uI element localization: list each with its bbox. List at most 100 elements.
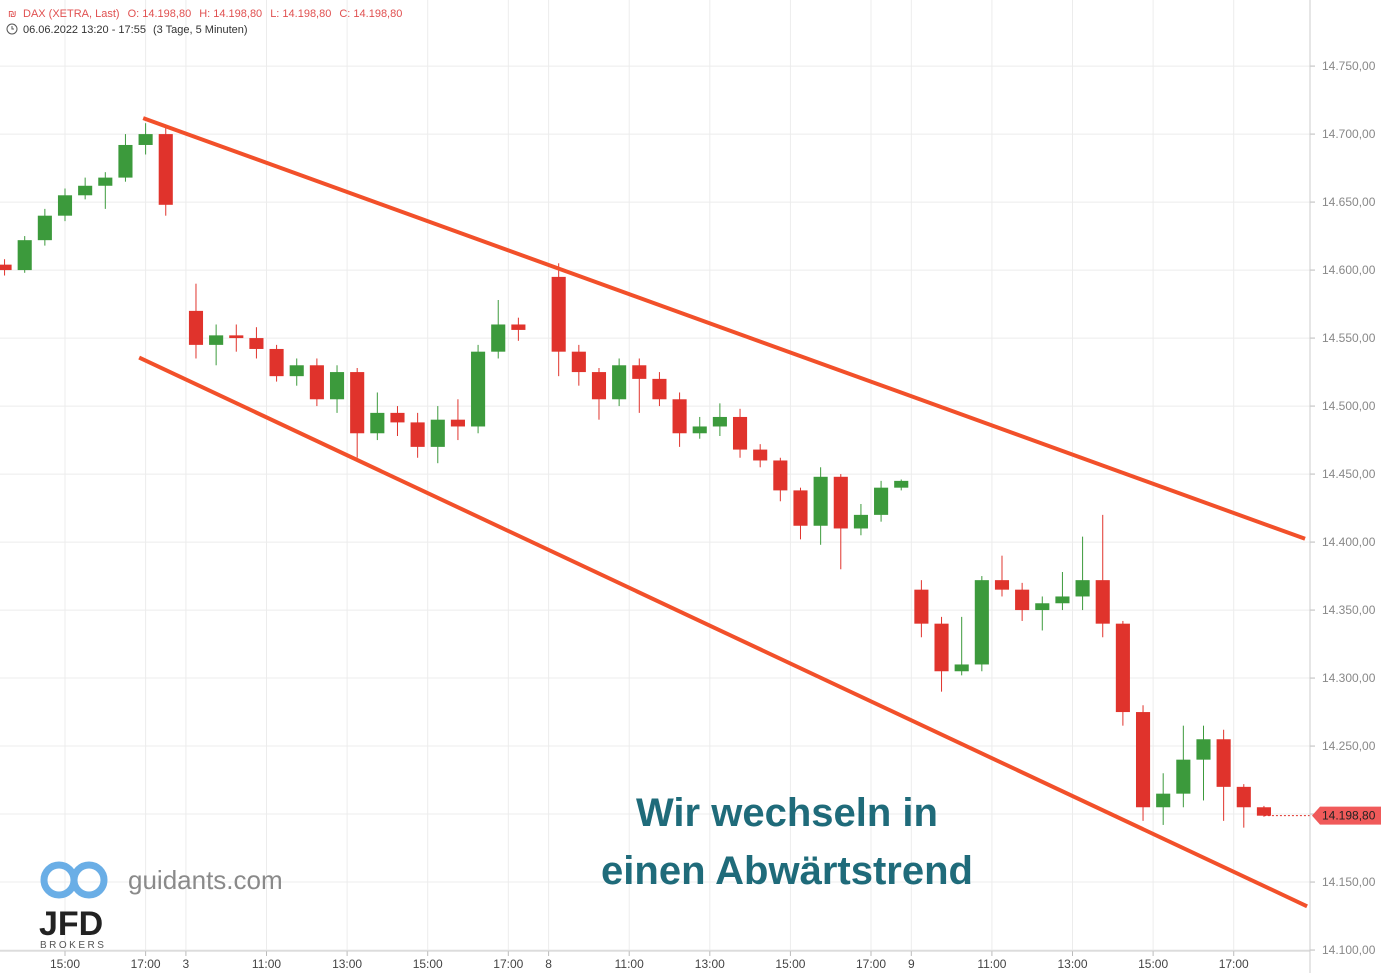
logo-ring [40, 861, 78, 899]
header-item: L: 14.198,80 [270, 8, 331, 20]
candle-body [430, 419, 445, 447]
range: (3 Tage, 5 Minuten) [153, 24, 248, 36]
x-tick-label: 15:00 [50, 957, 80, 971]
candle-body [632, 365, 647, 379]
candle-body [1055, 596, 1070, 604]
x-tick-label: 15:00 [413, 957, 443, 971]
candle-body [289, 365, 304, 377]
candle-body [1135, 712, 1151, 808]
last-price-tag [1312, 806, 1381, 825]
candle-body [450, 419, 465, 427]
annotation: Wir wechseln in einen Abwärtstrend [601, 791, 973, 893]
candle-body [914, 589, 929, 624]
candle-body [773, 460, 788, 491]
annotation-line: Wir wechseln in [636, 791, 938, 835]
candle-body [853, 514, 868, 529]
overlay: 14.198,80 [138, 116, 1381, 909]
candle-body [309, 365, 324, 400]
candle-body [994, 580, 1010, 590]
trendline [142, 116, 1306, 541]
x-tick-label: 17:00 [493, 957, 523, 971]
x-tick-label: 13:00 [695, 957, 725, 971]
candle-body [249, 338, 264, 349]
candle-body [57, 195, 73, 216]
candle-body [833, 476, 848, 529]
candle-body [1035, 603, 1050, 611]
x-tick-label: 11:00 [977, 957, 1006, 971]
candle-body [732, 416, 748, 450]
last-price-label: 14.198,80 [1322, 809, 1376, 823]
candle-body [188, 310, 204, 345]
logo: guidants.com JFD BROKERS [39, 861, 283, 951]
candle-body [118, 144, 133, 178]
header-item: H: 14.198,80 [199, 8, 262, 20]
candle-body [1075, 580, 1090, 597]
candle-body [37, 215, 52, 241]
candle-body [934, 623, 949, 672]
x-tick-label: 8 [545, 957, 552, 971]
y-tick-label: 14.700,00 [1322, 127, 1376, 141]
x-tick-label: 3 [183, 957, 190, 971]
y-tick-label: 14.650,00 [1322, 195, 1376, 209]
candle-body [974, 580, 989, 665]
candle-body [1256, 807, 1271, 816]
candle-body [78, 185, 93, 196]
x-tick-label: 13:00 [1057, 957, 1087, 971]
y-tick-label: 14.250,00 [1322, 739, 1376, 753]
candle-body [712, 416, 727, 427]
site-name: guidants.com [128, 865, 283, 895]
x-tick-label: 17:00 [1219, 957, 1249, 971]
y-tick-label: 14.150,00 [1322, 875, 1376, 889]
y-tick-label: 14.500,00 [1322, 399, 1376, 413]
candle-body [390, 412, 405, 423]
candle-body [954, 664, 969, 672]
y-tick-label: 14.600,00 [1322, 263, 1376, 277]
y-tick-label: 14.350,00 [1322, 603, 1376, 617]
candle-body [894, 480, 909, 488]
y-tick-label: 14.400,00 [1322, 535, 1376, 549]
candle-body [571, 351, 586, 373]
candle-body [410, 422, 425, 447]
x-tick-label: 17:00 [131, 957, 161, 971]
header: ₪ DAX (XETRA, Last) O: 14.198,80 H: 14.198… [6, 8, 402, 36]
candle-body [672, 399, 687, 434]
trendline [138, 355, 1308, 909]
y-tick-label: 14.300,00 [1322, 671, 1376, 685]
broker-sub: BROKERS [40, 940, 106, 951]
candle-body [1115, 623, 1130, 713]
y-tick-label: 14.750,00 [1322, 59, 1376, 73]
candle-body [0, 264, 12, 271]
candle-body [471, 351, 486, 427]
candle-body [158, 134, 173, 205]
candle-body [1236, 786, 1251, 808]
candle-body [511, 324, 526, 330]
candle-body [138, 134, 153, 145]
candle-body [1196, 739, 1211, 760]
candle-body [692, 426, 707, 434]
y-tick-label: 14.550,00 [1322, 331, 1376, 345]
y-tick-label: 14.100,00 [1322, 943, 1376, 957]
candle-body [1176, 759, 1191, 794]
x-tick-label: 11:00 [252, 957, 281, 971]
clock-hands [11, 26, 14, 30]
header-item: C: 14.198,80 [339, 8, 402, 20]
candle-body [17, 240, 32, 271]
candle-body [874, 487, 889, 515]
candle-body [1156, 793, 1171, 808]
broker-name: JFD [39, 905, 103, 943]
header-line: DAX (XETRA, Last) O: 14.198,80 H: 14.198,8… [23, 8, 402, 20]
logo-ring [70, 861, 108, 899]
candle-body [612, 365, 627, 400]
candle-body [1095, 580, 1110, 624]
candle-body [591, 372, 607, 400]
candles [0, 123, 1271, 828]
candle-body [329, 372, 345, 400]
candle-body [551, 276, 566, 352]
candle-body [793, 490, 808, 526]
candle-body [652, 378, 667, 400]
candle-body [370, 412, 385, 434]
x-tick-label: 11:00 [615, 957, 644, 971]
candle-body [229, 335, 244, 339]
